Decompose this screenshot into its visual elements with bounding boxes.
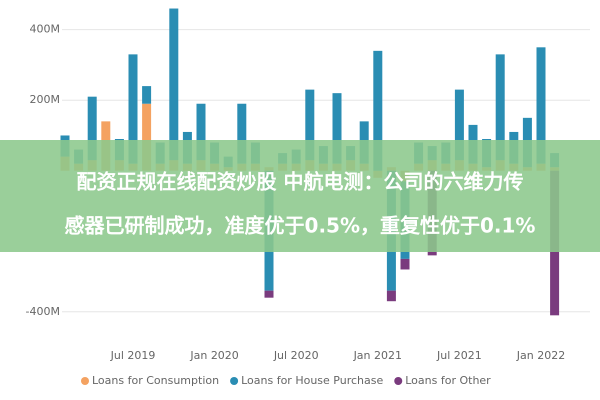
banner-text: 感器已研制成功，准度优于0.5%，重复性优于0.1%	[65, 214, 536, 238]
bar	[237, 103, 247, 164]
bar	[87, 96, 97, 161]
legend-marker	[230, 377, 239, 385]
x-tick-label: Jan 2021	[353, 349, 402, 362]
legend-label: Loans for House Purchase	[241, 374, 383, 387]
legend-marker	[81, 377, 89, 385]
legend-marker	[394, 377, 403, 385]
bar	[454, 89, 464, 161]
bar	[536, 47, 546, 164]
bar	[142, 103, 152, 171]
x-tick-label: Jul 2020	[273, 349, 319, 362]
bar	[495, 54, 505, 161]
bar	[142, 86, 152, 104]
bar	[386, 290, 396, 302]
banner-text: .1%	[279, 249, 321, 273]
legend-label: Loans for Consumption	[92, 374, 219, 387]
legend-label: Loans for Other	[405, 374, 491, 387]
bar	[264, 290, 274, 298]
x-tick-label: Jul 2021	[436, 349, 482, 362]
bar	[332, 93, 342, 164]
y-tick-label: -400M	[26, 305, 60, 318]
banner	[0, 140, 600, 252]
bar	[128, 54, 138, 164]
y-tick-label: 200M	[30, 93, 61, 106]
bar	[400, 258, 410, 270]
bar	[169, 8, 179, 161]
banner-text: 配资正规在线配资炒股 中航电测：公司的六维力传	[77, 170, 524, 194]
bar	[305, 89, 315, 161]
bar	[196, 103, 206, 161]
x-tick-label: Jul 2019	[110, 349, 156, 362]
bar	[373, 50, 383, 171]
x-tick-label: Jan 2020	[189, 349, 238, 362]
y-tick-label: 400M	[30, 23, 61, 36]
x-tick-label: Jan 2022	[516, 349, 565, 362]
